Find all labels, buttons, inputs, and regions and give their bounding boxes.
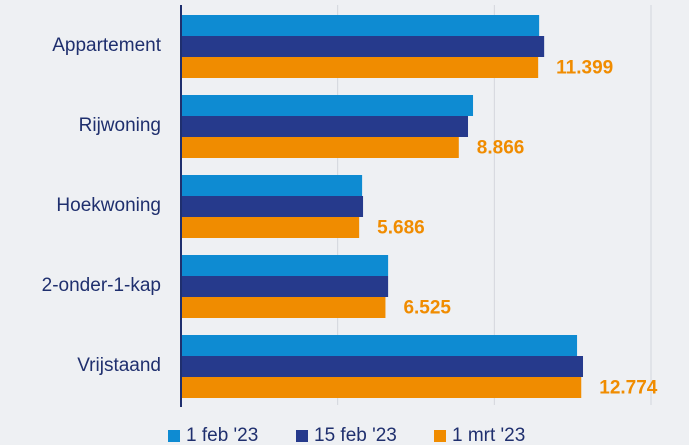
y-tick-label: 2-onder-1-kap (42, 275, 161, 296)
bar (181, 95, 474, 116)
bar (181, 196, 364, 217)
bar (181, 36, 545, 57)
y-tick-label: Rijwoning (79, 115, 161, 136)
bar (181, 276, 389, 297)
y-tick-label: Appartement (52, 35, 162, 56)
y-tick-label: Hoekwoning (56, 195, 161, 216)
bar (181, 356, 584, 377)
bar (181, 175, 363, 196)
bar (181, 217, 360, 238)
legend-label: 1 mrt '23 (452, 425, 525, 445)
data-label: 11.399 (556, 58, 613, 79)
bar (181, 116, 469, 137)
bar (181, 57, 539, 78)
bar (181, 377, 582, 398)
legend-label: 15 feb '23 (314, 425, 397, 445)
bar (181, 15, 540, 36)
legend-label: 1 feb '23 (186, 425, 258, 445)
legend-swatch (434, 430, 446, 442)
bar (181, 255, 389, 276)
bar (181, 137, 459, 158)
data-label: 5.686 (377, 218, 425, 239)
y-tick-label: Vrijstaand (77, 355, 161, 376)
legend-swatch (296, 430, 308, 442)
data-label: 6.525 (403, 298, 451, 319)
bar (181, 297, 386, 318)
data-label: 8.866 (477, 138, 525, 159)
bar (181, 335, 578, 356)
data-label: 12.774 (599, 378, 658, 399)
legend-swatch (168, 430, 180, 442)
